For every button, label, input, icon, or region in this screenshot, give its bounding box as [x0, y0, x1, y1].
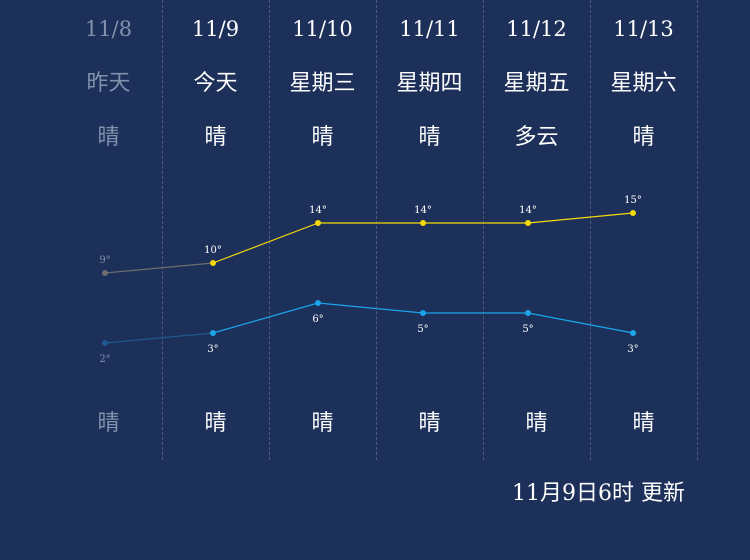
- high-temp-line-segment: [212, 222, 319, 264]
- low-temp-point: [102, 340, 108, 346]
- high-temp-point: [102, 270, 108, 276]
- low-temp-line-segment: [104, 332, 214, 344]
- low-temp-point: [420, 310, 426, 316]
- low-temp-label: 6°: [312, 314, 323, 325]
- day-label: 今天: [193, 71, 238, 96]
- day-label: 星期四: [396, 71, 463, 96]
- high-temp-point: [630, 210, 636, 216]
- temperature-chart: 9° 10° 14° 14° 14° 15° 2° 3° 6° 5° 5° 3°: [99, 195, 642, 365]
- weather-night-label: 晴: [311, 411, 334, 436]
- high-temp-point: [525, 220, 531, 226]
- day-label: 昨天: [86, 71, 131, 96]
- high-temp-label: 9°: [99, 255, 110, 266]
- low-temp-point: [525, 310, 531, 316]
- low-temp-point: [315, 300, 321, 306]
- weather-day-label: 多云: [514, 125, 559, 150]
- low-temp-line-segment: [527, 312, 634, 334]
- high-temp-label: 14°: [519, 205, 537, 216]
- low-temp-label: 2°: [99, 354, 110, 365]
- forecast-column: 11/8 昨天 晴 晴: [55, 0, 163, 460]
- high-temp-point: [315, 220, 321, 226]
- low-temp-label: 3°: [207, 344, 218, 355]
- low-temp-label: 5°: [522, 324, 533, 335]
- high-temp-label: 14°: [309, 205, 327, 216]
- forecast-column: 11/10 星期三 晴 晴: [269, 0, 377, 460]
- weather-day-label: 晴: [418, 125, 441, 150]
- low-temp-line-segment: [212, 302, 319, 334]
- low-temp-point: [210, 330, 216, 336]
- update-time-label: 11月9日6时 更新: [512, 481, 685, 506]
- weather-night-label: 晴: [97, 411, 120, 436]
- forecast-column: 11/11 星期四 晴 晴: [376, 0, 484, 460]
- high-temp-label: 10°: [204, 245, 222, 256]
- weather-day-label: 晴: [311, 125, 334, 150]
- low-temp-label: 3°: [627, 344, 638, 355]
- high-temp-point: [210, 260, 216, 266]
- date-label: 11/9: [191, 17, 240, 41]
- high-temp-line-segment: [527, 212, 634, 224]
- date-label: 11/13: [613, 17, 674, 41]
- forecast-column: 11/12 星期五 多云 晴: [483, 0, 591, 460]
- high-temp-line-segment: [104, 262, 214, 274]
- day-label: 星期五: [503, 71, 570, 96]
- weather-day-label: 晴: [204, 125, 227, 150]
- low-temp-label: 5°: [417, 324, 428, 335]
- high-temp-label: 14°: [414, 205, 432, 216]
- date-label: 11/8: [84, 17, 133, 41]
- day-label: 星期六: [610, 71, 677, 96]
- weather-night-label: 晴: [525, 411, 548, 436]
- low-temp-line-segment: [317, 302, 424, 314]
- forecast-column: 11/9 今天 晴 晴: [162, 0, 270, 460]
- weather-day-label: 晴: [632, 125, 655, 150]
- forecast-column: 11/13 星期六 晴 晴: [590, 0, 698, 460]
- weather-night-label: 晴: [632, 411, 655, 436]
- date-label: 11/12: [506, 17, 567, 41]
- high-temp-point: [420, 220, 426, 226]
- day-label: 星期三: [289, 71, 356, 96]
- high-temp-label: 15°: [624, 195, 642, 206]
- weather-night-label: 晴: [418, 411, 441, 436]
- low-temp-point: [630, 330, 636, 336]
- weather-night-label: 晴: [204, 411, 227, 436]
- weather-day-label: 晴: [97, 125, 120, 150]
- date-label: 11/10: [292, 17, 353, 41]
- date-label: 11/11: [399, 17, 460, 41]
